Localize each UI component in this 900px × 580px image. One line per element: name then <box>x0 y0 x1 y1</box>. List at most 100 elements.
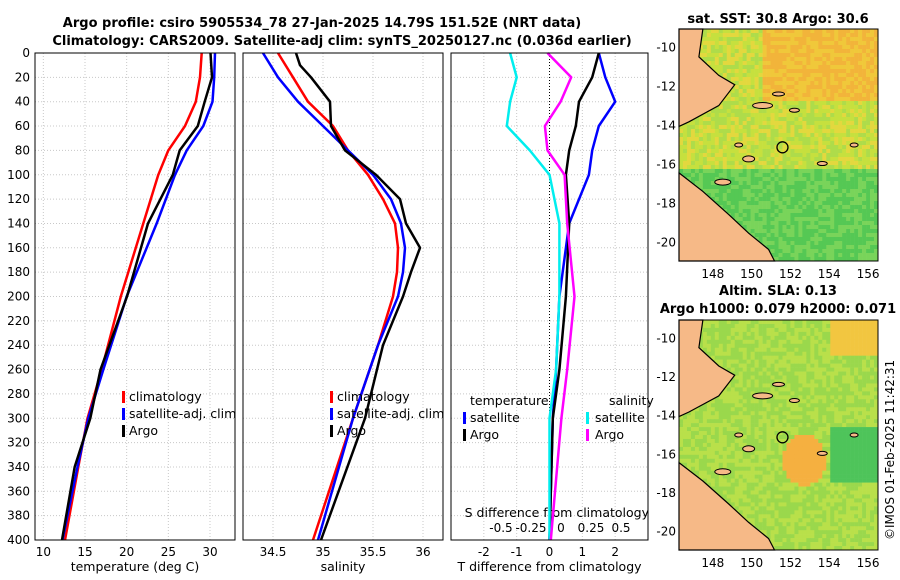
map-cell <box>794 438 799 444</box>
map-cell <box>826 217 831 222</box>
map-cell <box>854 153 859 158</box>
map-cell <box>826 403 831 408</box>
map-cell <box>854 257 859 262</box>
map-cell <box>854 383 859 388</box>
map-cell <box>722 423 728 428</box>
map-cell <box>726 173 732 178</box>
map-cell <box>726 149 732 154</box>
map-cell <box>679 423 684 428</box>
map-cell <box>702 189 708 194</box>
map-cell <box>762 438 767 444</box>
map-cell <box>874 399 879 404</box>
map-cell <box>726 363 732 368</box>
map-cell <box>754 221 759 226</box>
map-cell <box>814 205 819 210</box>
map-cell <box>714 435 720 440</box>
map-cell <box>814 320 819 325</box>
map-cell <box>854 57 859 62</box>
map-cell <box>874 169 879 174</box>
map-cell <box>802 335 807 341</box>
map-cell <box>822 117 827 122</box>
map-cell <box>846 65 851 70</box>
map-cell <box>706 438 712 444</box>
map-cell <box>866 363 871 368</box>
map-cell <box>710 347 716 353</box>
map-cell <box>822 458 827 464</box>
map-cell <box>818 85 823 90</box>
map-cell <box>874 221 879 226</box>
map-cell <box>762 97 767 102</box>
map-cell <box>846 367 851 372</box>
map-cell <box>738 137 743 142</box>
map-cell <box>758 320 763 325</box>
map-cell <box>874 367 879 372</box>
map-cell <box>698 454 704 460</box>
map-cell <box>846 257 851 262</box>
map-cell <box>790 458 795 464</box>
map-cell <box>838 85 843 90</box>
map-cell <box>802 101 807 106</box>
map-cell <box>870 323 875 329</box>
map-cell <box>786 165 791 170</box>
map-cell <box>806 45 811 50</box>
map-cell <box>850 446 855 452</box>
map-cell <box>794 185 799 190</box>
map-cell <box>870 209 875 214</box>
map-cell <box>778 209 783 214</box>
map-cell <box>754 225 759 230</box>
map-cell <box>822 462 827 468</box>
map-cell <box>746 423 751 428</box>
map-cell <box>834 205 839 210</box>
map-cell <box>786 407 791 412</box>
map-cell <box>794 45 799 50</box>
map-cell <box>698 53 704 58</box>
map-cell <box>818 53 823 58</box>
map-cell <box>782 45 787 50</box>
map-cell <box>798 237 803 242</box>
map-cell <box>702 157 708 162</box>
map-cell <box>722 125 728 130</box>
map-cell <box>718 161 724 166</box>
map-cell <box>810 458 815 464</box>
map-cell <box>750 343 755 349</box>
map-cell <box>838 101 843 106</box>
map-cell <box>778 201 783 206</box>
map-cell <box>762 149 767 154</box>
map-cell <box>734 129 739 134</box>
map-cell <box>842 113 847 118</box>
map-cell <box>854 395 859 400</box>
map-cell <box>726 450 732 456</box>
map-cell <box>718 351 724 356</box>
map-cell <box>822 177 827 182</box>
map-cell <box>834 399 839 404</box>
map-cell <box>790 113 795 118</box>
x-tick-label: 36 <box>415 545 430 559</box>
map-cell <box>754 57 759 62</box>
map-cell <box>718 185 724 190</box>
map-cell <box>798 117 803 122</box>
map-cell <box>682 145 688 150</box>
map-cell <box>854 133 859 138</box>
map-cell <box>778 169 783 174</box>
map-cell <box>858 161 863 166</box>
map-cell <box>746 458 751 464</box>
map-cell <box>706 121 712 126</box>
map-cell <box>846 363 851 368</box>
map-cell <box>790 81 795 86</box>
map-cell <box>818 185 823 190</box>
map-cell <box>718 169 724 174</box>
map-cell <box>810 435 815 440</box>
map-cell <box>802 65 807 70</box>
map-cell <box>766 458 771 464</box>
map-cell <box>838 347 843 353</box>
map-cell <box>866 121 871 126</box>
map-cell <box>742 371 747 376</box>
map-cell <box>854 85 859 90</box>
map-cell <box>870 169 875 174</box>
map-cell <box>786 157 791 162</box>
map-cell <box>834 157 839 162</box>
map-cell <box>870 165 875 170</box>
map-cell <box>858 145 863 150</box>
map-cell <box>806 383 811 388</box>
map-cell <box>818 65 823 70</box>
